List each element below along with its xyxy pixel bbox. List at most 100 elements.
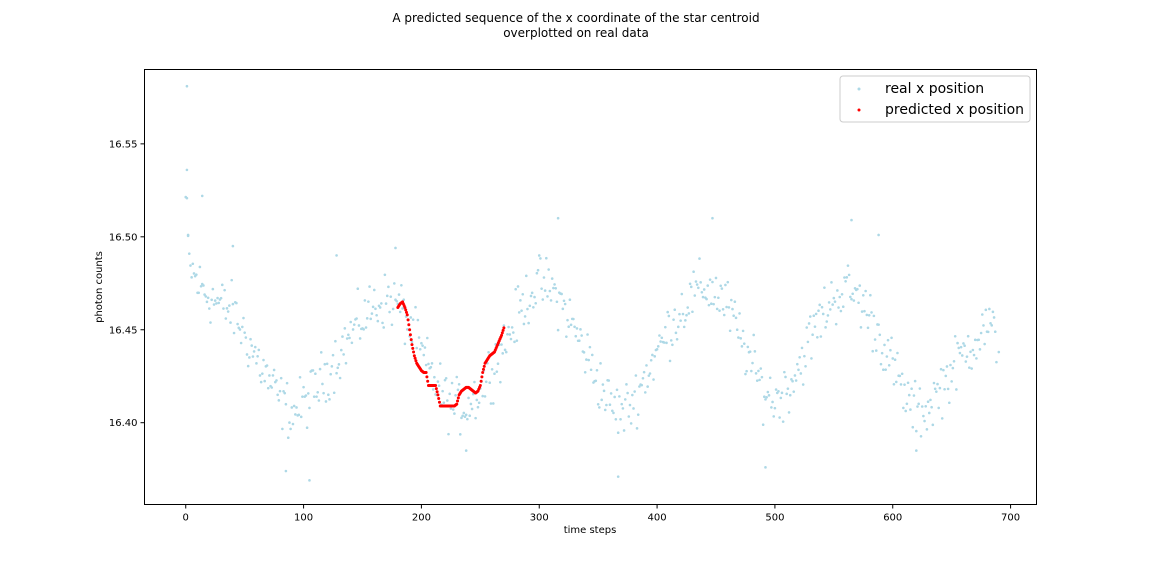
real-point [801,383,805,386]
real-point [509,337,513,341]
predicted-point [426,379,430,383]
real-point [712,302,715,306]
real-point [884,368,887,371]
real-point [368,285,371,288]
real-point [363,299,367,302]
real-point [285,381,289,385]
real-point [843,276,846,279]
predicted-point [412,354,416,358]
real-point [698,257,701,260]
real-point [995,360,998,364]
real-point [655,348,659,351]
real-point [909,408,912,411]
real-point [375,313,378,317]
real-point [324,400,328,403]
real-point [585,358,588,361]
real-point [887,364,891,367]
real-point [561,307,565,311]
real-point [210,298,213,302]
real-point [402,298,406,301]
real-point [807,322,811,325]
real-point [569,323,573,327]
real-point [252,350,256,353]
real-point [275,379,278,382]
real-point [907,393,911,397]
real-point [327,393,330,397]
real-point [284,469,288,473]
real-point [915,429,918,433]
real-point [256,355,259,358]
real-point [978,348,982,351]
real-point [238,328,242,331]
real-point [984,308,988,312]
real-point [688,282,692,286]
real-point [653,355,657,358]
predicted-point [455,402,459,406]
real-point [952,359,956,363]
real-point [394,246,397,250]
real-point [600,398,603,402]
real-point [205,300,209,304]
real-point [281,427,284,431]
real-point [773,406,777,410]
real-point [880,351,884,355]
real-point [867,314,871,317]
real-point [503,348,507,352]
real-point [986,330,990,334]
real-point [397,293,401,296]
real-point [409,316,413,319]
real-point [481,394,484,398]
real-point [212,303,216,306]
real-point [755,379,759,382]
real-point [460,416,463,420]
real-point [403,342,407,346]
real-point [575,327,579,330]
real-point [202,284,205,287]
real-point [261,372,264,375]
real-point [239,341,243,345]
x-tick-label: 500 [765,513,784,524]
real-point [337,363,341,366]
real-point [381,321,384,325]
real-point [734,316,738,320]
real-point [556,216,560,220]
predicted-point [481,371,485,375]
x-axis: 0 100 200 300 400 500 600 700 [183,504,1020,524]
predicted-point [479,379,483,383]
real-point [869,293,872,297]
real-point [378,306,382,309]
real-point [785,392,788,396]
real-point [745,369,748,373]
real-point [565,335,568,338]
real-point [316,390,320,394]
real-point [727,306,731,309]
real-point [930,405,933,409]
real-point [473,380,476,384]
real-point [265,364,269,367]
real-point [841,305,845,308]
real-point [483,395,487,398]
real-point [759,367,763,370]
real-point [443,378,447,382]
real-point [770,406,773,409]
real-point [594,379,598,383]
real-point [387,285,390,289]
predicted-point [437,397,441,401]
real-point [541,298,545,301]
real-point [209,321,212,324]
real-point [535,271,539,275]
real-point [646,385,649,388]
real-point [903,383,906,386]
real-point [499,380,502,384]
real-point [923,419,926,423]
real-point [721,307,725,311]
predicted-point [414,359,418,363]
predicted-point [500,331,504,335]
real-point [524,274,528,278]
real-point [251,355,255,358]
real-point [711,216,714,220]
real-point [940,417,944,420]
real-point [339,348,343,352]
y-tick-label: 16.45 [109,325,138,336]
real-point [956,341,959,345]
